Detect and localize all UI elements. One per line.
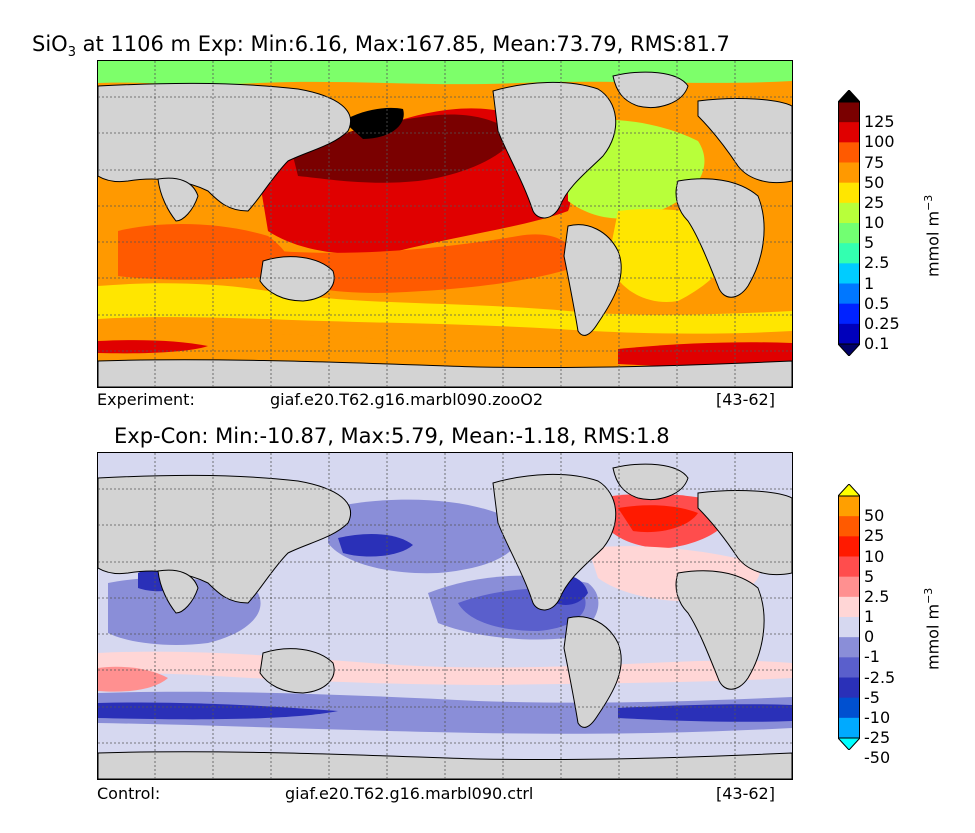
top-caption-left: Experiment: [97,390,195,409]
colorbar-frame [838,495,860,739]
colorbar-tick-label: 1 [864,273,875,293]
colorbar-block [838,576,860,598]
colorbar-block [838,657,860,678]
colorbar-frame [838,101,860,345]
colorbar-tick-label: 2.5 [864,253,890,273]
south-subtropic-belt [98,283,792,334]
north-pacific-min [338,533,413,557]
colorbar-block [838,263,860,284]
southern-ocean-min-east [618,704,792,722]
continents [98,463,792,779]
top-panel-title: SiO3 at 1106 m Exp: Min:6.16, Max:167.85… [32,32,730,61]
colorbar-tick-label: 50 [864,506,885,526]
colorbar-tick-label: -5 [864,687,880,707]
bottom-caption-right: [43-62] [716,784,775,803]
colorbar-cap-top [836,89,862,103]
north-pacific-max [293,114,518,183]
bottom-caption-left: Control: [97,784,161,803]
colorbar-block [838,717,860,739]
colorbar-tick-label: 10 [864,546,885,566]
colorbar-tick-label: 0.1 [864,334,890,353]
colorbar-tick-label: -25 [864,728,891,747]
colorbar-cap-bottom [836,737,862,751]
bottom-colorbar-unit: mmol m−3 [922,587,943,670]
colorbar-tick-label: 0.25 [864,313,900,333]
colorbar-block [838,122,860,143]
colorbar-block [838,536,860,557]
colorbar-block [838,102,860,123]
colorbar-tick-label: 25 [864,192,885,212]
colorbar-block [838,637,860,658]
colorbar-tick-label: 0.5 [864,293,890,313]
colorbar-tick-label: -10 [864,707,891,727]
colorbar-tick-label: 25 [864,526,885,546]
colorbar-tick-label: -50 [864,748,891,768]
bottom-map-svg [98,453,792,779]
colorbar-block [838,596,860,618]
colorbar-block [838,202,860,224]
bottom-colorbar [836,483,862,751]
bottom-colorbar-svg [836,483,862,751]
colorbar-tick-label: 50 [864,172,885,192]
bottom-map [97,452,793,780]
colorbar-tick-label: 125 [864,112,895,132]
colorbar-tick-label: 75 [864,152,885,172]
top-map-svg [98,61,792,387]
southern-ocean-red-west [98,340,208,354]
colorbar-block [838,617,860,638]
colorbar-block [838,556,860,578]
top-map [97,60,793,388]
colorbar-tick-label: 2.5 [864,586,890,606]
colorbar-block [838,243,860,264]
colorbar-tick-label: 0 [864,627,875,647]
north-pacific-peak [343,107,404,139]
top-colorbar-unit: mmol m−3 [922,194,943,277]
colorbar-tick-label: -1 [864,647,880,667]
indian-ocean [118,224,289,280]
colorbar-cap-bottom [836,343,862,357]
bottom-caption-mid: giaf.e20.T62.g16.marbl090.ctrl [285,784,534,803]
top-caption-right: [43-62] [716,390,775,409]
arctic-region [98,61,792,85]
colorbar-block [838,323,860,345]
colorbar-tick-label: 5 [864,233,875,253]
colorbar-block [838,303,860,325]
bottom-panel-title: Exp-Con: Min:-10.87, Max:5.79, Mean:-1.1… [114,424,670,448]
south-indian-positive [98,666,168,692]
colorbar-tick-label: 100 [864,132,895,152]
top-caption-mid: giaf.e20.T62.g16.marbl090.zooO2 [270,390,544,409]
colorbar-block [838,142,860,163]
colorbar-block [838,182,860,204]
colorbar-tick-label: 5 [864,566,875,586]
colorbar-block [838,516,860,537]
colorbar-cap-top [836,483,862,497]
colorbar-block [838,496,860,517]
colorbar-block [838,697,860,719]
colorbar-block [838,283,860,305]
colorbar-block [838,677,860,699]
colorbar-block [838,162,860,184]
top-colorbar-svg [836,89,862,357]
southern-ocean-anomaly [98,691,792,734]
southern-ocean-red-east [618,342,792,368]
colorbar-tick-label: 1 [864,607,875,626]
top-colorbar [836,89,862,357]
colorbar-tick-label: 10 [864,213,885,232]
colorbar-tick-label: -2.5 [864,667,896,687]
colorbar-block [838,223,860,244]
north-atlantic-peak [618,505,698,533]
